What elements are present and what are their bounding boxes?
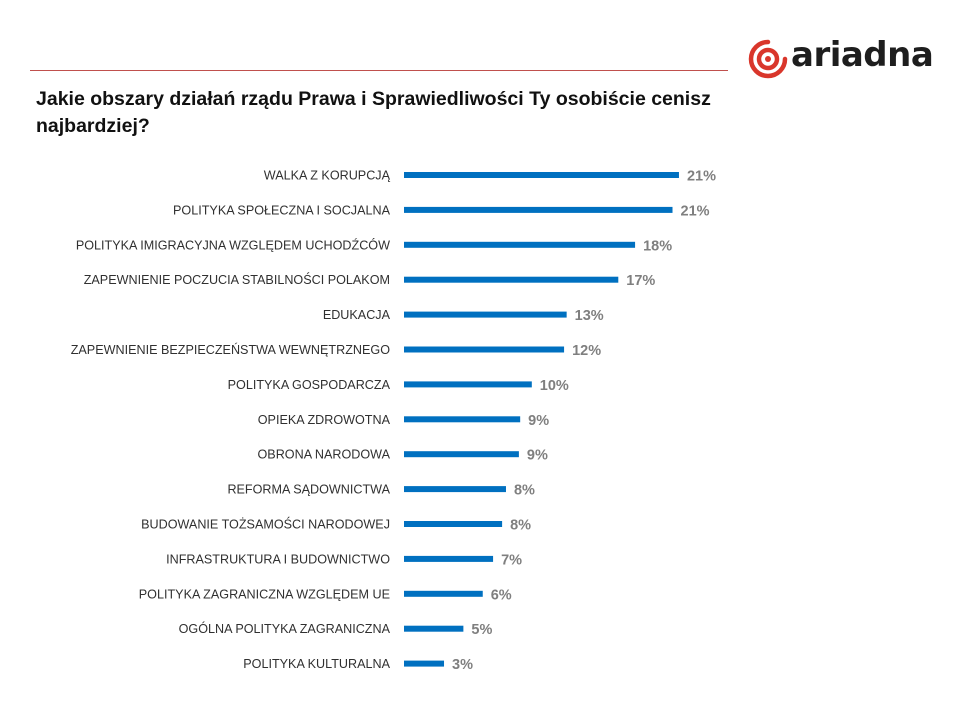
bar — [404, 486, 506, 493]
chart-title: Jakie obszary działań rządu Prawa i Spra… — [36, 88, 711, 137]
data-label: 9% — [527, 448, 548, 464]
category-label: POLITYKA GOSPODARCZA — [228, 378, 391, 392]
category-label: OGÓLNA POLITYKA ZAGRANICZNA — [179, 621, 391, 636]
category-label: POLITYKA SPOŁECZNA I SOCJALNA — [173, 203, 391, 217]
category-label: POLITYKA IMIGRACYJNA WZGLĘDEM UCHODŹCÓW — [76, 237, 390, 252]
bar — [404, 311, 567, 318]
category-label: EDUKACJA — [323, 308, 391, 322]
data-label: 12% — [572, 343, 601, 359]
category-label: ZAPEWNIENIE POCZUCIA STABILNOŚCI POLAKOM — [84, 272, 390, 287]
bar — [404, 555, 494, 562]
category-label: OPIEKA ZDROWOTNA — [258, 413, 391, 427]
bar — [404, 660, 445, 667]
data-label: 21% — [681, 203, 710, 219]
data-label: 9% — [528, 413, 549, 429]
bar — [404, 451, 519, 458]
data-label: 5% — [471, 622, 492, 638]
category-label: INFRASTRUKTURA I BUDOWNICTWO — [166, 552, 390, 566]
data-label: 10% — [540, 378, 569, 394]
category-label: POLITYKA KULTURALNA — [243, 657, 390, 671]
data-label: 3% — [452, 657, 473, 673]
bar — [404, 416, 521, 423]
data-label: 6% — [491, 587, 512, 603]
data-label: 7% — [501, 552, 522, 568]
category-label: REFORMA SĄDOWNICTWA — [227, 483, 390, 497]
data-label: 8% — [510, 518, 531, 534]
ariadna-logo: ariadna — [747, 35, 947, 80]
bar — [404, 346, 565, 353]
bar — [404, 381, 532, 388]
category-label: POLITYKA ZAGRANICZNA WZGLĘDEM UE — [139, 587, 390, 601]
category-label: ZAPEWNIENIE BEZPIECZEŃSTWA WEWNĘTRZNEGO — [71, 342, 390, 357]
category-label: BUDOWANIE TOŻSAMOŚCI NARODOWEJ — [141, 517, 390, 532]
data-label: 13% — [575, 308, 604, 324]
data-label: 8% — [514, 483, 535, 499]
ariadna-logo-icon — [748, 39, 788, 79]
data-label: 17% — [626, 273, 655, 289]
bar — [404, 590, 483, 597]
bar — [404, 276, 619, 283]
top-rule — [30, 70, 728, 71]
logo-wordmark: ariadna — [791, 35, 934, 75]
data-label: 18% — [643, 238, 672, 254]
bar — [404, 206, 673, 213]
data-label: 21% — [687, 169, 716, 185]
category-label: OBRONA NARODOWA — [258, 448, 391, 462]
bar — [404, 172, 679, 178]
bar — [404, 521, 503, 527]
bar — [404, 625, 464, 632]
bar — [404, 241, 636, 248]
category-label: WALKA Z KORUPCJĄ — [264, 169, 391, 183]
